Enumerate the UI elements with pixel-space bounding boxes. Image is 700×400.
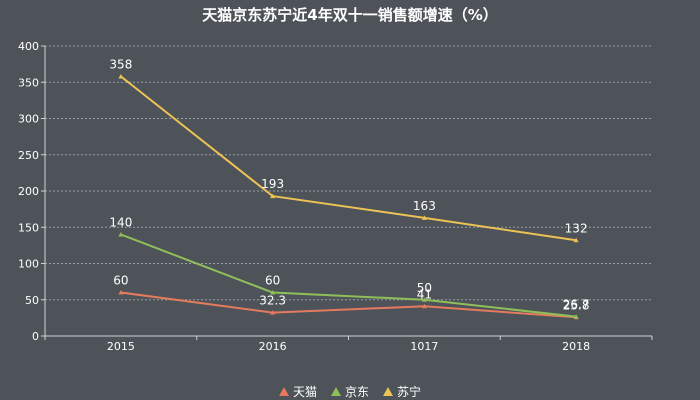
data-point — [270, 310, 276, 315]
data-point — [270, 290, 276, 295]
series-line-3 — [120, 75, 577, 242]
data-label: 163 — [413, 199, 436, 213]
data-label: 25.8 — [563, 298, 590, 312]
legend-label: 苏宁 — [397, 385, 422, 399]
triangle-icon — [278, 387, 289, 396]
data-label: 140 — [109, 216, 132, 230]
data-label: 41 — [417, 287, 432, 301]
legend: 天猫 京东 苏宁 — [0, 383, 700, 400]
data-point — [573, 314, 579, 319]
x-tick-label: 2016 — [259, 340, 287, 353]
data-label: 32.3 — [259, 294, 286, 308]
data-point — [573, 237, 579, 243]
y-tick-label: 0 — [32, 330, 39, 343]
data-label: 26.7 — [563, 298, 590, 312]
legend-item-2[interactable]: 京东 — [330, 383, 369, 400]
y-tick-label: 350 — [18, 76, 39, 89]
data-label: 60 — [265, 274, 280, 288]
y-tick-label: 300 — [18, 113, 39, 126]
legend-item-1[interactable]: 天猫 — [278, 383, 317, 400]
y-tick-label: 100 — [18, 258, 39, 271]
legend-item-3[interactable]: 苏宁 — [383, 383, 421, 400]
y-tick-label: 200 — [18, 185, 39, 198]
data-label: 358 — [109, 57, 132, 71]
chart-title: 天猫京东苏宁近4年双十一销售额增速（%） — [202, 6, 498, 24]
y-tick-label: 150 — [18, 221, 39, 234]
x-tick-label: 1017 — [410, 340, 438, 353]
y-tick-label: 50 — [25, 294, 39, 307]
series-line-1 — [120, 291, 577, 319]
data-label: 50 — [417, 281, 432, 295]
data-point — [118, 232, 124, 237]
data-point — [421, 297, 427, 302]
data-point — [270, 193, 276, 199]
data-label: 193 — [261, 177, 284, 191]
x-tick-label: 2015 — [107, 340, 135, 353]
x-tick-label: 2018 — [562, 340, 590, 353]
data-point — [421, 215, 427, 220]
data-point — [421, 303, 427, 309]
series-line-2 — [120, 233, 577, 318]
data-point — [118, 290, 124, 295]
y-tick-label: 400 — [18, 40, 39, 53]
data-label: 60 — [113, 274, 128, 288]
data-label: 132 — [565, 221, 588, 235]
legend-label: 京东 — [344, 385, 369, 399]
data-point — [118, 73, 124, 79]
legend-label: 天猫 — [292, 385, 317, 399]
triangle-icon — [383, 387, 393, 396]
triangle-icon — [330, 387, 341, 396]
y-tick-label: 250 — [18, 149, 39, 162]
